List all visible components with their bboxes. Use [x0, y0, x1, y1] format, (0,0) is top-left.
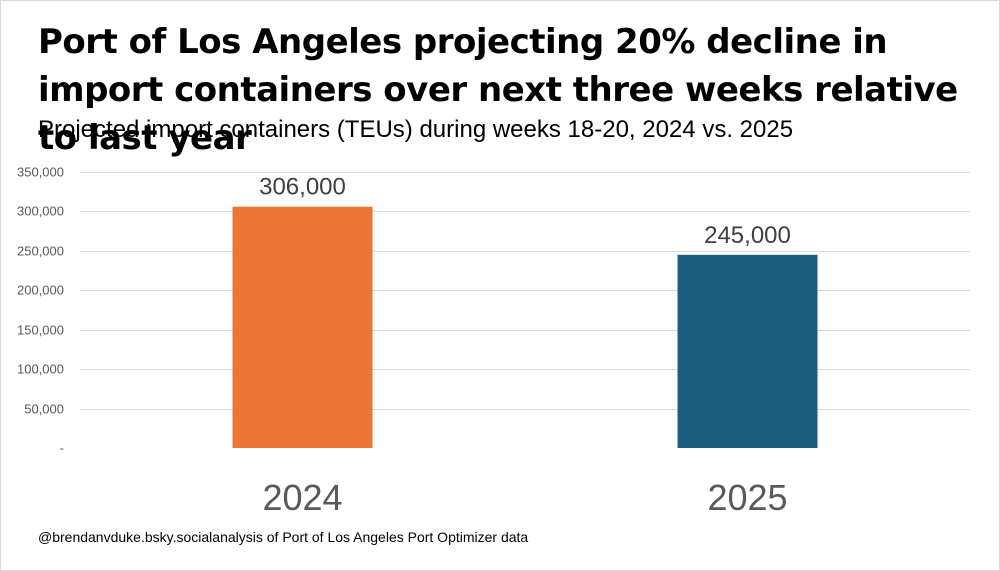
- data-label-2024: 306,000: [259, 174, 346, 201]
- y-tick-label-7: 350,000: [17, 165, 64, 180]
- footer-note: @brendanvduke.bsky.socialanalysis of Por…: [38, 528, 528, 546]
- y-tick-label-4: 200,000: [17, 283, 64, 298]
- data-label-2025: 245,000: [704, 222, 791, 249]
- chart-title: Port of Los Angeles projecting 20% decli…: [38, 22, 958, 158]
- source-note: analysis of Port of Los Angeles Port Opt…: [212, 529, 529, 545]
- y-tick-label-3: 150,000: [17, 323, 64, 338]
- bar-2025: [677, 254, 818, 448]
- y-tick-label-6: 300,000: [17, 204, 64, 219]
- x-tick-label-2025: 2025: [707, 477, 787, 518]
- credit-handle: @brendanvduke.bsky.social: [38, 529, 213, 545]
- chart-subtitle: Projected import containers (TEUs) durin…: [38, 116, 794, 143]
- x-tick-label-2024: 2024: [262, 477, 342, 518]
- y-tick-label-2: 100,000: [17, 362, 64, 377]
- y-tick-label-5: 250,000: [17, 244, 64, 259]
- y-tick-label-0: -: [60, 441, 64, 456]
- y-tick-label-1: 50,000: [24, 402, 64, 417]
- bar-2024: [232, 206, 373, 448]
